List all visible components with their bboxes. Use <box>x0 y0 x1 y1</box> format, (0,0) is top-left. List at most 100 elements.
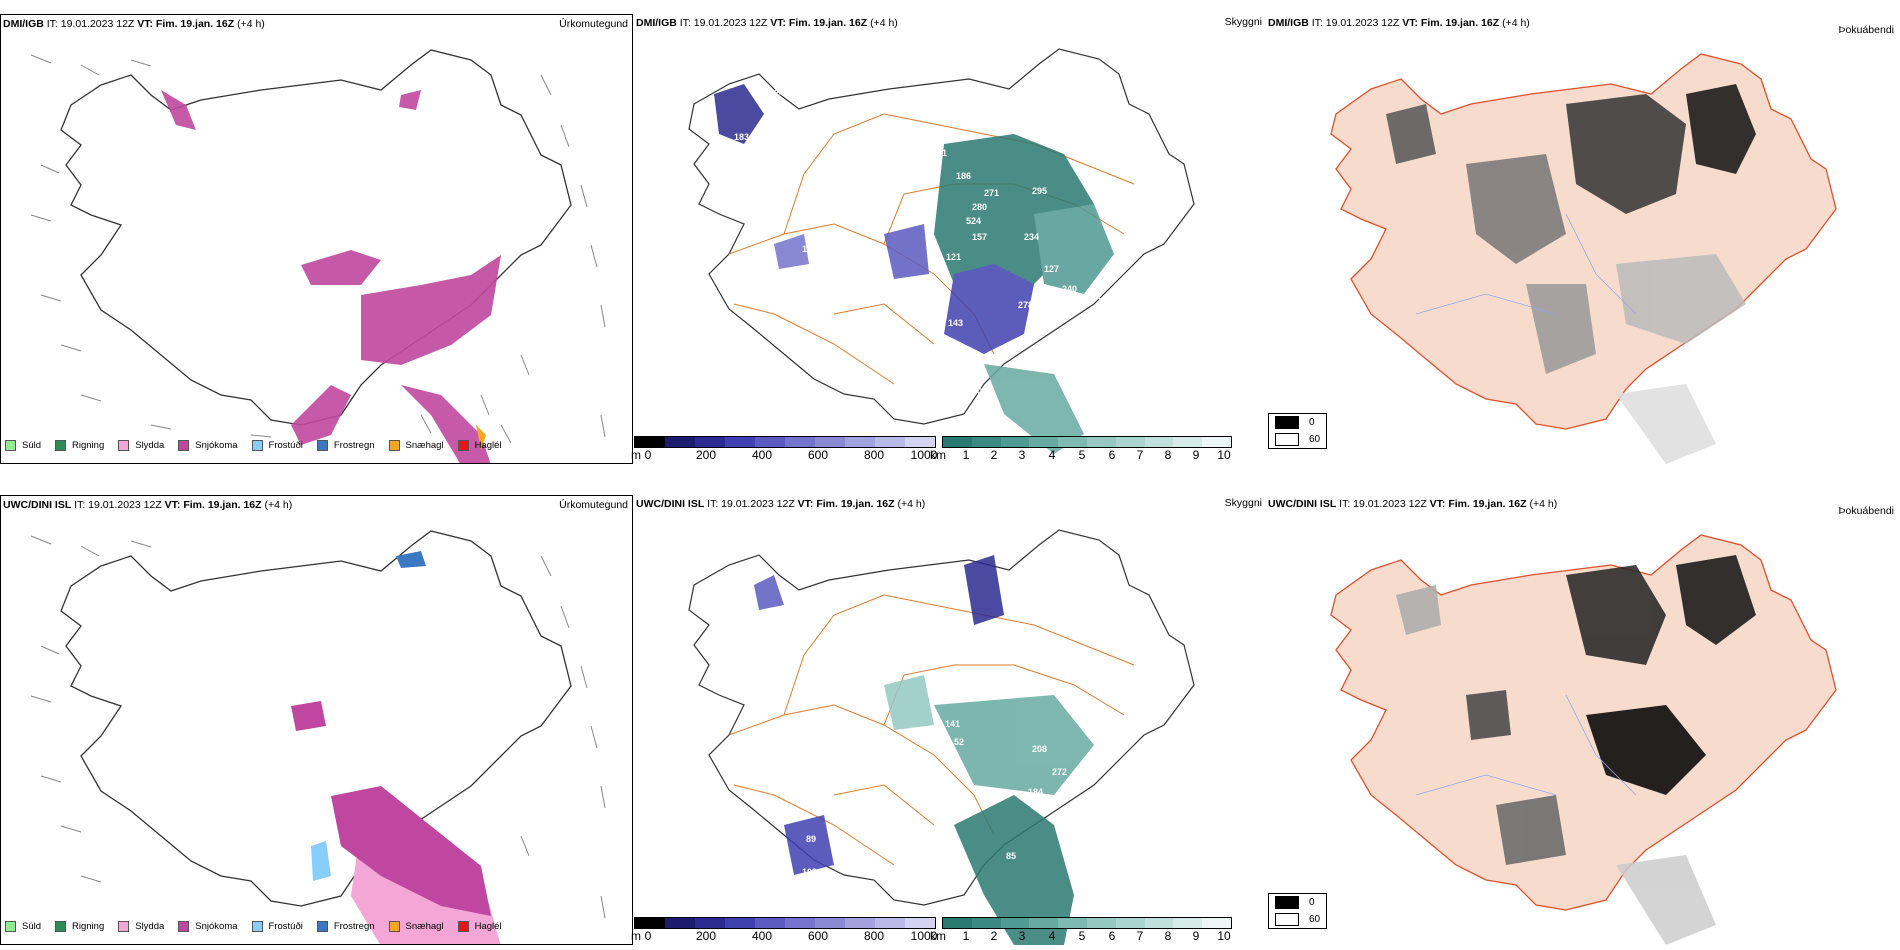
precip-header-row1: DMI/IGB IT: 19.01.2023 12Z VT: Fim. 19.j… <box>3 18 265 30</box>
visibility-scale-row1: km 1 2 3 4 5 6 7 8 9 10 <box>930 436 1232 462</box>
cloud-base-colorbar <box>634 436 936 448</box>
precip-legend-row2: Súld Rigning Slydda Snjókoma Frostúði Fr… <box>5 921 502 932</box>
scale-tick: 5 <box>1078 448 1086 462</box>
cloud-base-label: 189 <box>752 142 767 152</box>
cloud-base-label: 524 <box>966 216 981 226</box>
scale-tick: 800 <box>863 929 885 943</box>
iceland-outline <box>60 49 572 426</box>
visibility-scale-row2: km 1 2 3 4 5 6 7 8 9 10 <box>930 917 1232 943</box>
cloud-panel-row2: 137 141 52 208 272 184 201 89 109 85 960 UWC/DINI … <box>634 495 1266 945</box>
legend-item: Frostúði <box>251 440 303 451</box>
precip-panel-row1: DMI/IGB IT: 19.01.2023 12Z VT: Fim. 19.j… <box>0 14 633 464</box>
legend-item: Slydda <box>118 440 164 451</box>
scale-tick: 10 <box>1217 929 1231 943</box>
fog-map-row2 <box>1330 534 1837 945</box>
cloud-base-label: 234 <box>1024 232 1039 242</box>
cloud-base-label: 295 <box>1032 186 1047 196</box>
scale-tick: 9 <box>1192 448 1200 462</box>
scale-tick: 8 <box>1164 929 1172 943</box>
scale-tick: 6 <box>1108 929 1116 943</box>
scale-tick: 400 <box>751 929 773 943</box>
cloud-base-label: 960 <box>1094 907 1109 917</box>
scale-tick: 5 <box>1078 929 1086 943</box>
scale-tick: 9 <box>1192 929 1200 943</box>
scale-tick: 6 <box>1108 448 1116 462</box>
cloud-base-label: 184 <box>1028 787 1043 797</box>
snow-areas <box>161 90 501 463</box>
cloud-base-label: 109 <box>802 867 817 877</box>
fog-legend-row1: 0 60 <box>1268 413 1328 449</box>
fog-shading <box>1386 84 1756 464</box>
cloud-base-label: 270 <box>1096 420 1111 430</box>
legend-item: Rigning <box>55 440 104 451</box>
scale-tick: 8 <box>1164 448 1172 462</box>
fog-header-row2: UWC/DINI ISL IT: 19.01.2023 12Z VT: Fim.… <box>1268 498 1558 510</box>
cloud-base-label: 193 <box>944 348 959 358</box>
legend-item: Snæhagl <box>388 921 444 932</box>
cloud-base-label: 189 <box>730 154 745 164</box>
legend-item: Frostregn <box>316 440 375 451</box>
scale-tick: 1000 <box>910 929 938 943</box>
cloud-base-label: 186 <box>956 171 971 181</box>
cloud-base-label: 141 <box>945 719 960 729</box>
scale-tick: 0 <box>644 929 652 943</box>
cloud-base-label: 103 <box>1084 408 1099 418</box>
cloud-base-label: 208 <box>1032 744 1047 754</box>
scale-unit: km <box>930 929 946 943</box>
cloud-base-label: 127 <box>1044 264 1059 274</box>
scale-unit: km <box>930 448 946 462</box>
scale-tick: 800 <box>863 448 885 462</box>
legend-item: Haglél <box>457 921 502 932</box>
scale-tick: 0 <box>644 448 652 462</box>
fog-panel-row2: UWC/DINI ISL IT: 19.01.2023 12Z VT: Fim.… <box>1266 495 1900 945</box>
scale-tick: 600 <box>807 448 829 462</box>
legend-item: Snjókoma <box>178 440 238 451</box>
scale-tick: 3 <box>1018 448 1026 462</box>
wind-barbs <box>30 54 606 444</box>
cloud-base-label: 60 <box>772 103 782 113</box>
scale-unit: m <box>631 448 641 462</box>
cloud-base-label: 85 <box>1006 851 1016 861</box>
cloud-base-scale-row1: m 0 200 400 600 800 1000 <box>631 436 938 462</box>
precip-legend-row1: Súld Rigning Slydda Snjókoma Frostúði Fr… <box>5 440 502 451</box>
scale-tick: 2 <box>990 448 998 462</box>
scale-tick: 200 <box>695 448 717 462</box>
scale-tick: 3 <box>1018 929 1026 943</box>
wind-barbs <box>30 535 606 919</box>
precip-map-row1 <box>30 49 606 463</box>
cloud-areas <box>714 84 1114 454</box>
cloud-base-label: 151 <box>932 148 947 158</box>
scale-tick: 1 <box>962 929 970 943</box>
fog-panel-row1: DMI/IGB IT: 19.01.2023 12Z VT: Fim. 19.j… <box>1266 14 1900 464</box>
legend-item: Haglél <box>457 440 502 451</box>
precip-map-row2 <box>30 530 606 944</box>
cloud-base-label: 271 <box>984 188 999 198</box>
cloud-base-label: 52 <box>954 737 964 747</box>
cloud-base-label: 121 <box>946 252 961 262</box>
scale-tick: 7 <box>1136 929 1144 943</box>
cloud-areas <box>754 555 1094 945</box>
cloud-base-label: 157 <box>972 232 987 242</box>
legend-item: Súld <box>5 440 41 451</box>
cloud-base-label: 184 <box>1004 90 1019 100</box>
scale-tick: 1000 <box>910 448 938 462</box>
cloud-base-label: 183 <box>734 132 749 142</box>
cloud-base-label: 187 <box>802 244 817 254</box>
scale-tick: 1 <box>962 448 970 462</box>
cloud-base-label: 278 <box>1018 300 1033 310</box>
cloud-base-colorbar <box>634 917 936 929</box>
scale-tick: 200 <box>695 929 717 943</box>
scale-tick: 4 <box>1048 929 1056 943</box>
cloud-title-row2: Skyggni <box>1224 497 1262 509</box>
cloud-header-row1: DMI/IGB IT: 19.01.2023 12Z VT: Fim. 19.j… <box>636 17 898 29</box>
precip-type-title-row2: Úrkomutegund <box>559 499 628 511</box>
cloud-base-label: 137 <box>1014 642 1029 652</box>
fog-title-row1: Þokuábendi <box>1838 24 1894 36</box>
scale-tick: 10 <box>1217 448 1231 462</box>
fog-shading <box>1396 555 1756 945</box>
legend-item: Rigning <box>55 921 104 932</box>
scale-tick: 400 <box>751 448 773 462</box>
legend-item: Snæhagl <box>388 440 444 451</box>
cloud-base-label: 143 <box>948 318 963 328</box>
